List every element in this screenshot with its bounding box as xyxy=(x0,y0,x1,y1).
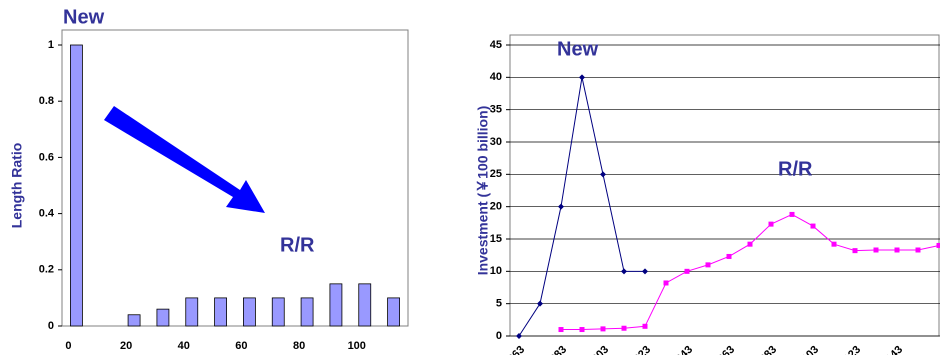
point xyxy=(705,262,711,268)
x-tick-label: 2063 xyxy=(711,344,737,355)
point xyxy=(810,223,816,229)
annotation: New xyxy=(557,38,599,60)
y-axis-label: Length Ratio xyxy=(9,143,25,229)
point xyxy=(558,327,564,333)
y-tick-label: 0.4 xyxy=(39,208,55,220)
x-tick-label: 60 xyxy=(235,340,247,352)
point xyxy=(726,253,732,259)
x-tick-label: 40 xyxy=(178,340,190,352)
x-tick-label: 2143 xyxy=(879,344,905,355)
y-tick-label: 30 xyxy=(490,136,502,148)
point xyxy=(516,333,522,339)
y-tick-label: 5 xyxy=(496,298,502,310)
y-tick-label: 1 xyxy=(48,39,54,51)
bar xyxy=(358,283,372,327)
point xyxy=(684,268,690,274)
point xyxy=(915,247,921,253)
bar xyxy=(271,297,285,327)
annotation: R/R xyxy=(280,234,315,256)
point xyxy=(621,325,627,331)
point xyxy=(600,171,606,178)
point xyxy=(621,268,627,275)
x-tick-label: 80 xyxy=(293,340,305,352)
point xyxy=(579,327,585,333)
y-tick-label: 25 xyxy=(490,168,502,180)
bar xyxy=(300,297,314,327)
y-tick-label: 20 xyxy=(490,201,502,213)
bar xyxy=(127,314,141,327)
point xyxy=(642,323,648,329)
x-tick-label: 100 xyxy=(348,340,366,352)
y-tick-label: 0 xyxy=(496,330,502,342)
point xyxy=(789,211,795,217)
bar xyxy=(387,297,400,327)
point xyxy=(642,268,648,275)
point xyxy=(558,203,564,210)
point xyxy=(852,248,858,254)
bar xyxy=(214,297,227,327)
plot-area xyxy=(509,34,940,337)
bar xyxy=(156,308,170,327)
y-tick-label: 0 xyxy=(48,320,54,332)
y-tick-label: 10 xyxy=(490,265,502,277)
plot-area xyxy=(61,29,409,327)
point xyxy=(894,247,900,253)
series-line xyxy=(561,213,940,331)
point xyxy=(873,247,879,253)
x-tick-label: 20 xyxy=(120,340,132,352)
x-tick-label: 2103 xyxy=(795,344,821,355)
x-tick-label: 1983 xyxy=(543,344,569,355)
bar xyxy=(70,44,83,327)
annotation: R/R xyxy=(778,158,813,180)
point xyxy=(747,241,753,247)
y-tick-label: 0.2 xyxy=(39,264,54,276)
point xyxy=(579,74,585,81)
y-tick-label: 40 xyxy=(490,71,502,83)
bar xyxy=(243,297,256,327)
bar xyxy=(185,297,199,327)
y-tick-label: 0.6 xyxy=(39,151,54,163)
x-tick-label: 2003 xyxy=(585,344,611,355)
x-tick-label: 2123 xyxy=(837,344,863,355)
point xyxy=(537,300,543,307)
point xyxy=(600,326,606,332)
arrow xyxy=(104,106,265,213)
point xyxy=(663,280,669,286)
y-tick-label: 35 xyxy=(490,104,502,116)
annotation: New xyxy=(63,6,105,28)
point xyxy=(936,242,940,248)
y-tick-label: 45 xyxy=(490,39,502,51)
x-tick-label: 2083 xyxy=(753,344,779,355)
x-tick-label: 2023 xyxy=(627,344,653,355)
point xyxy=(831,241,837,247)
y-axis-label: Investment (￥100 billion) xyxy=(475,106,491,276)
x-tick-label: 2043 xyxy=(669,344,695,355)
y-tick-label: 0.8 xyxy=(39,95,54,107)
y-tick-label: 15 xyxy=(490,233,502,245)
x-tick-label: 0 xyxy=(65,340,71,352)
point xyxy=(768,221,774,227)
bar xyxy=(329,283,343,327)
x-tick-label: 1963 xyxy=(501,344,527,355)
